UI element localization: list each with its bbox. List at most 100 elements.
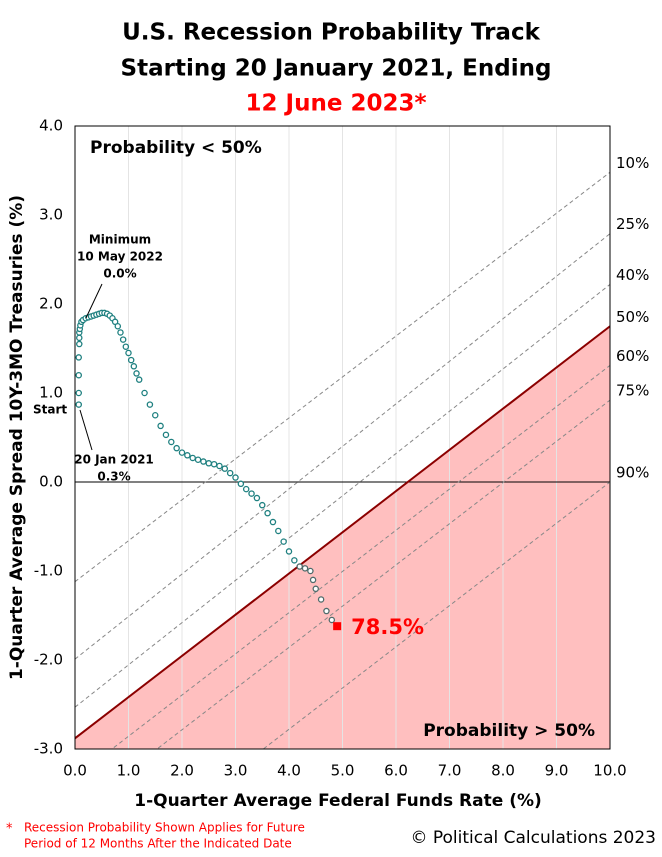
x-tick-label: 8.0 <box>491 762 515 780</box>
end-point <box>333 622 342 631</box>
probability-line <box>262 481 610 749</box>
data-point <box>328 616 336 624</box>
x-tick-label: 2.0 <box>170 762 194 780</box>
data-point <box>309 576 317 584</box>
data-point <box>151 411 159 419</box>
annotation: Probability > 50% <box>423 721 595 741</box>
y-axis-title: 1-Quarter Average Spread 10Y-3MO Treasur… <box>7 195 27 680</box>
chart-title: Starting 20 January 2021, Ending <box>121 56 552 82</box>
data-point <box>280 538 287 545</box>
y-tick-label: 1.0 <box>39 384 63 402</box>
data-point <box>275 527 282 535</box>
annotation: 0.3% <box>97 470 130 484</box>
data-point <box>114 322 122 330</box>
data-point <box>317 596 325 603</box>
data-point <box>75 354 82 361</box>
end-label: 78.5% <box>351 615 424 639</box>
data-point <box>127 356 135 364</box>
data-point <box>248 490 255 497</box>
y-tick-label: -1.0 <box>34 562 63 580</box>
probability-label: 40% <box>616 266 649 284</box>
probability-line <box>111 365 610 749</box>
data-point <box>122 343 130 350</box>
data-point <box>312 585 319 593</box>
data-point <box>168 438 175 446</box>
probability-label: 75% <box>616 382 649 400</box>
x-tick-label: 4.0 <box>277 762 301 780</box>
annotation: Start <box>33 403 67 417</box>
annotation-arrow <box>85 283 103 319</box>
x-axis-title: 1-Quarter Average Federal Funds Rate (%) <box>134 791 542 811</box>
x-tick-label: 6.0 <box>384 762 408 780</box>
data-point <box>258 501 266 509</box>
data-point <box>242 485 250 493</box>
data-point <box>76 334 83 342</box>
data-point <box>157 422 164 430</box>
data-point <box>296 563 303 570</box>
probability-line <box>75 171 610 583</box>
data-point <box>216 462 223 470</box>
probability-line <box>75 325 610 740</box>
x-tick-label: 9.0 <box>545 762 569 780</box>
data-point <box>301 565 309 572</box>
probability-line <box>75 233 610 660</box>
footnote: Period of 12 Months After the Indicated … <box>24 837 292 851</box>
x-tick-label: 0.0 <box>63 762 87 780</box>
data-point <box>200 458 207 465</box>
data-point <box>119 336 127 343</box>
footnote-marker: * <box>6 822 13 837</box>
data-point <box>75 389 82 397</box>
data-point <box>75 371 82 379</box>
data-point <box>184 452 191 459</box>
y-tick-label: 0.0 <box>39 473 63 491</box>
probability-line <box>75 284 610 708</box>
annotation: Probability < 50% <box>90 138 262 158</box>
data-point <box>133 370 140 377</box>
data-point <box>226 469 234 477</box>
data-point <box>307 567 314 575</box>
chart-title: U.S. Recession Probability Track <box>122 20 540 46</box>
data-point <box>264 509 271 517</box>
probability-label: 10% <box>616 154 649 172</box>
data-point <box>291 557 298 564</box>
data-point <box>221 465 229 472</box>
data-point <box>285 548 293 555</box>
data-point <box>75 401 82 408</box>
footnote: Recession Probability Shown Applies for … <box>24 821 305 835</box>
y-tick-label: 4.0 <box>39 117 63 135</box>
data-point <box>194 456 202 463</box>
probability-label: 25% <box>616 215 649 233</box>
annotation-arrow <box>79 409 93 451</box>
data-point <box>269 518 277 526</box>
data-point <box>237 480 245 488</box>
plot-area <box>75 126 610 749</box>
x-tick-label: 1.0 <box>117 762 141 780</box>
data-point <box>210 460 218 468</box>
data-point <box>135 376 143 383</box>
data-point <box>189 454 196 462</box>
probability-label: 90% <box>616 464 649 482</box>
probability-line <box>156 399 610 749</box>
y-tick-label: -3.0 <box>34 740 63 758</box>
data-point <box>178 449 186 456</box>
data-point <box>232 474 239 481</box>
annotation: 10 May 2022 <box>77 250 163 264</box>
annotation: Minimum <box>89 233 151 247</box>
x-tick-label: 10.0 <box>593 762 626 780</box>
annotation: 20 Jan 2021 <box>74 453 154 467</box>
annotation: 0.0% <box>103 267 136 281</box>
x-tick-label: 3.0 <box>224 762 248 780</box>
probability-label: 60% <box>616 347 649 365</box>
data-point <box>130 363 138 370</box>
data-point <box>125 349 132 357</box>
credit: © Political Calculations 2023 <box>410 828 656 848</box>
data-point <box>146 401 154 408</box>
y-tick-label: 2.0 <box>39 295 63 313</box>
data-point <box>117 329 124 336</box>
chart-subtitle: 12 June 2023* <box>246 91 427 117</box>
x-tick-label: 5.0 <box>331 762 355 780</box>
data-point <box>173 444 180 452</box>
x-tick-label: 7.0 <box>438 762 462 780</box>
probability-label: 50% <box>616 308 649 326</box>
